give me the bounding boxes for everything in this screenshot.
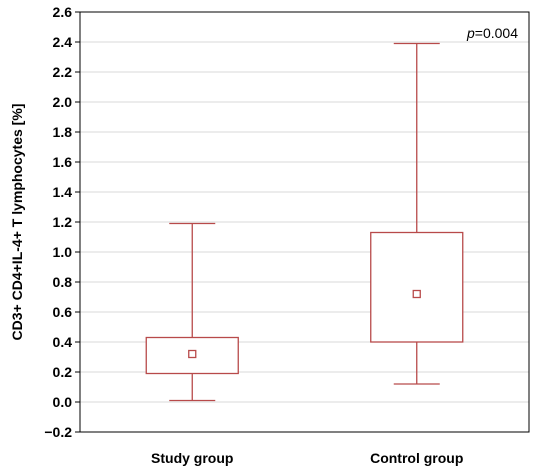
y-tick-label: 2.2	[53, 64, 73, 80]
p-value-annotation: p=0.004	[466, 25, 518, 41]
box-plots	[145, 42, 464, 402]
y-tick-label: 2.0	[53, 94, 73, 110]
y-tick-label: 0.2	[53, 364, 73, 380]
y-axis-ticks: −0.2 0.0 0.2 0.4 0.6 0.8 1.0 1.2 1.4 1.6 1.8 2.0 2.2…	[44, 4, 80, 440]
y-tick-label: 1.6	[53, 154, 73, 170]
y-tick-label: 1.0	[53, 244, 73, 260]
y-tick-label: 0.0	[53, 394, 73, 410]
y-tick-label: 1.2	[53, 214, 73, 230]
y-tick-label: −0.2	[44, 424, 72, 440]
iqr-box	[370, 231, 464, 343]
x-category-label: Control group	[370, 450, 463, 466]
y-tick-label: 1.4	[53, 184, 73, 200]
y-axis-title: CD3+ CD4+IL-4+ T lymphocytes [%]	[9, 104, 25, 341]
p-symbol: p	[466, 25, 475, 41]
y-tick-label: 0.8	[53, 274, 73, 290]
center-marker	[412, 289, 421, 299]
x-category-label: Study group	[151, 450, 233, 466]
p-value-text: =0.004	[475, 25, 518, 41]
y-tick-label: 0.6	[53, 304, 73, 320]
y-tick-label: 0.4	[53, 334, 73, 350]
center-marker	[188, 349, 197, 359]
y-tick-label: 2.6	[53, 4, 73, 20]
y-tick-label: 2.4	[53, 34, 73, 50]
x-axis-category-labels: Study group Control group	[151, 450, 463, 466]
y-tick-label: 1.8	[53, 124, 73, 140]
